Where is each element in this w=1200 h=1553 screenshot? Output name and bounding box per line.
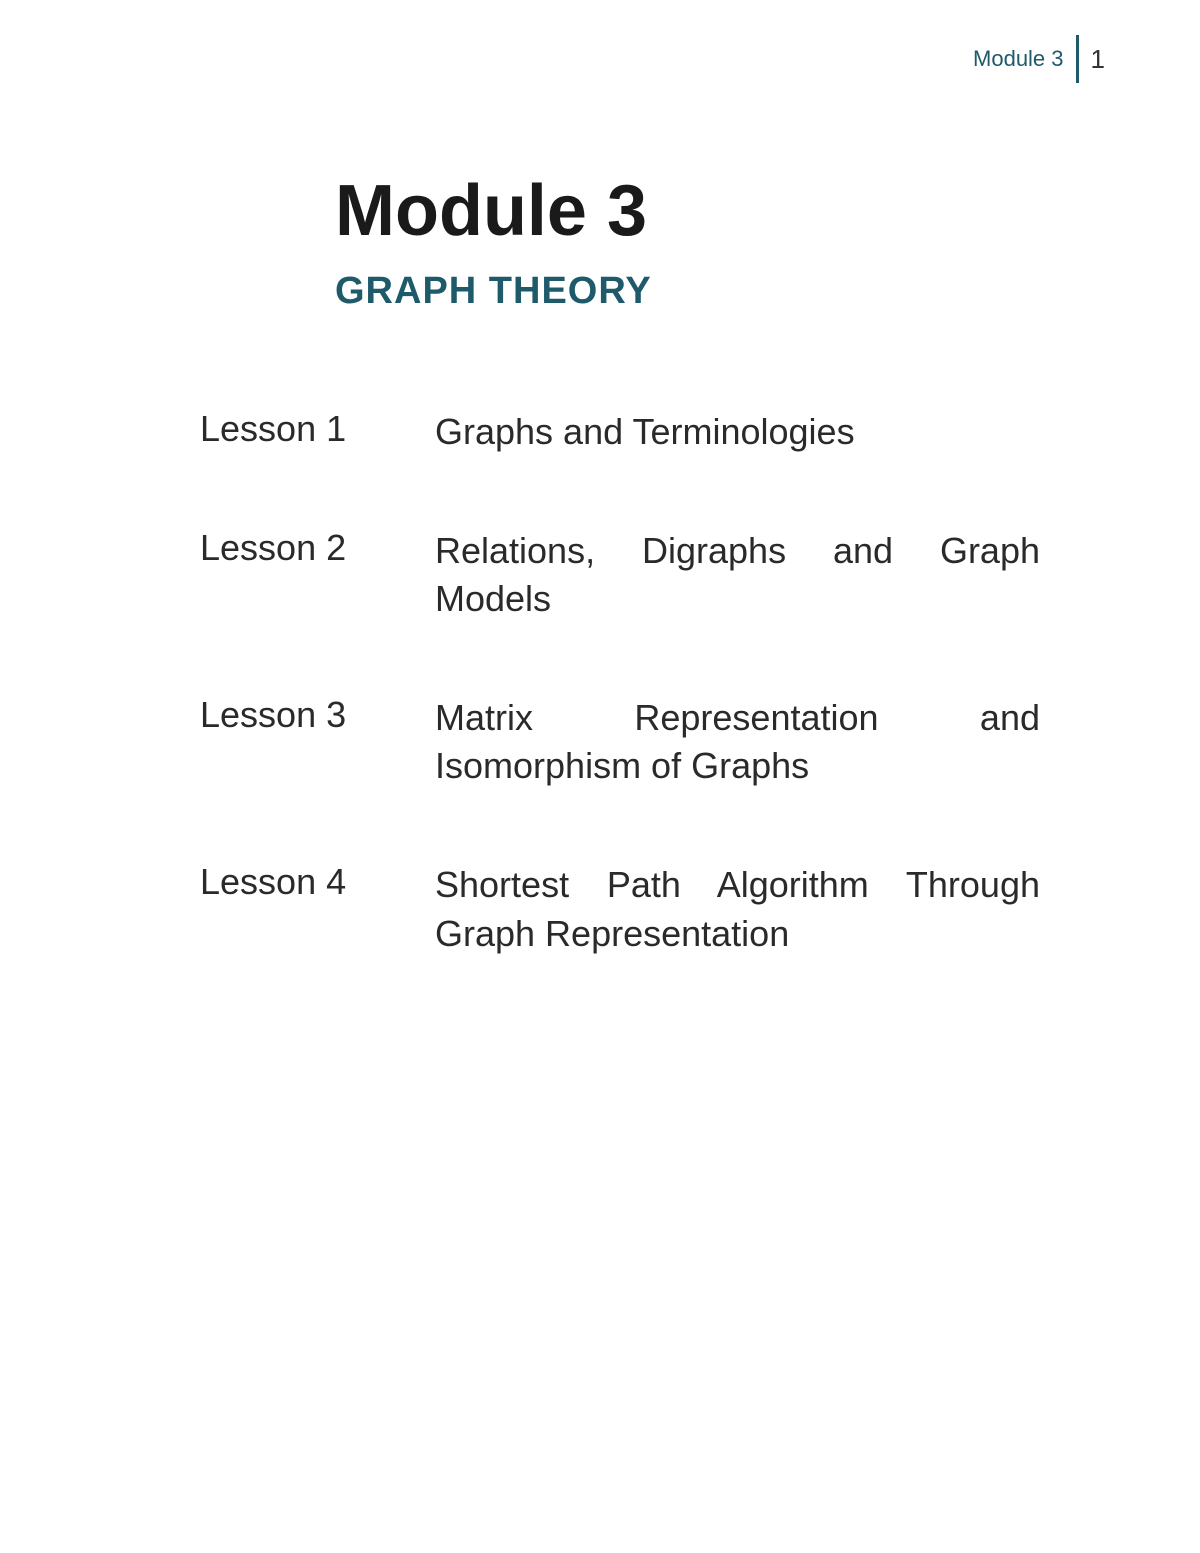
lesson-row: Lesson 2 Relations, Digraphs and Graph M… xyxy=(200,527,1040,624)
lesson-label: Lesson 2 xyxy=(200,527,435,624)
lesson-label: Lesson 1 xyxy=(200,408,435,457)
module-subtitle: GRAPH THEORY xyxy=(335,270,1040,313)
module-title: Module 3 xyxy=(335,170,1040,252)
lesson-label: Lesson 3 xyxy=(200,694,435,791)
page-content: Module 3 GRAPH THEORY Lesson 1 Graphs an… xyxy=(200,170,1040,1028)
lesson-row: Lesson 4 Shortest Path Algorithm Through… xyxy=(200,861,1040,958)
lesson-row: Lesson 1 Graphs and Terminologies xyxy=(200,408,1040,457)
header-module-label: Module 3 xyxy=(973,46,1064,72)
lesson-title: Matrix Representation and Isomorphism of… xyxy=(435,694,1040,791)
header-page-number: 1 xyxy=(1091,44,1105,75)
page-header: Module 3 1 xyxy=(973,35,1105,83)
lesson-title: Shortest Path Algorithm Through Graph Re… xyxy=(435,861,1040,958)
lesson-label: Lesson 4 xyxy=(200,861,435,958)
header-divider xyxy=(1076,35,1079,83)
lesson-title: Relations, Digraphs and Graph Models xyxy=(435,527,1040,624)
lesson-row: Lesson 3 Matrix Representation and Isomo… xyxy=(200,694,1040,791)
lesson-title: Graphs and Terminologies xyxy=(435,408,1040,457)
